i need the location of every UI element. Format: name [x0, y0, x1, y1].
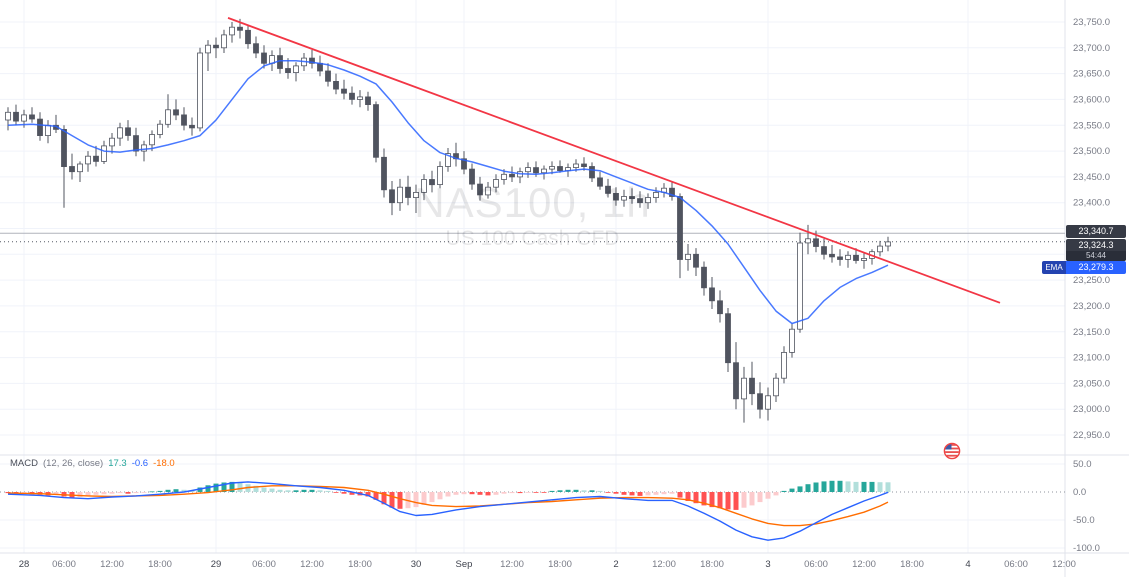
candles-layer[interactable]	[5, 18, 891, 423]
svg-text:Sep: Sep	[456, 559, 473, 570]
svg-text:28: 28	[19, 559, 30, 570]
svg-text:18:00: 18:00	[700, 559, 724, 570]
svg-text:23,500.0: 23,500.0	[1073, 146, 1110, 157]
macd-histogram	[5, 480, 891, 510]
macd-title: MACD	[10, 458, 38, 469]
macd-params: (12, 26, close)	[42, 458, 104, 469]
macd-indicator-legend[interactable]: MACD (12, 26, close) 17.3 -0.6 -18.0	[10, 458, 175, 470]
macd-line-value: -0.6	[131, 458, 149, 469]
svg-text:23,600.0: 23,600.0	[1073, 94, 1110, 105]
price-axis-labels[interactable]: 23,750.0 23,700.0 23,650.0 23,600.0 23,550.0…	[1073, 17, 1110, 441]
trendline-drawing[interactable]	[227, 17, 1001, 304]
svg-text:-100.0: -100.0	[1073, 543, 1100, 554]
svg-text:12:00: 12:00	[300, 559, 324, 570]
svg-text:3: 3	[765, 559, 770, 570]
svg-text:23,050.0: 23,050.0	[1073, 378, 1110, 389]
svg-text:-50.0: -50.0	[1073, 515, 1095, 526]
svg-text:50.0: 50.0	[1073, 459, 1092, 470]
svg-text:12:00: 12:00	[100, 559, 124, 570]
svg-text:18:00: 18:00	[348, 559, 372, 570]
macd-signal-value: -18.0	[153, 458, 175, 469]
svg-text:23,400.0: 23,400.0	[1073, 198, 1110, 209]
svg-text:12:00: 12:00	[852, 559, 876, 570]
svg-text:22,950.0: 22,950.0	[1073, 430, 1110, 441]
svg-text:29: 29	[211, 559, 222, 570]
svg-text:0.0: 0.0	[1073, 487, 1086, 498]
svg-text:23,150.0: 23,150.0	[1073, 327, 1110, 338]
svg-text:06:00: 06:00	[252, 559, 276, 570]
svg-text:23,550.0: 23,550.0	[1073, 120, 1110, 131]
svg-text:4: 4	[965, 559, 970, 570]
macd-main-line	[7, 481, 889, 541]
ema-line	[7, 59, 889, 325]
svg-text:23,750.0: 23,750.0	[1073, 17, 1110, 28]
svg-text:06:00: 06:00	[52, 559, 76, 570]
svg-text:23,100.0: 23,100.0	[1073, 353, 1110, 364]
us-flag-event-icon[interactable]	[943, 442, 961, 460]
svg-text:23,650.0: 23,650.0	[1073, 69, 1110, 80]
macd-axis-labels[interactable]: 50.0 0.0 -50.0 -100.0	[1073, 459, 1100, 554]
svg-text:30: 30	[411, 559, 422, 570]
svg-text:18:00: 18:00	[900, 559, 924, 570]
svg-text:12:00: 12:00	[1052, 559, 1076, 570]
svg-text:18:00: 18:00	[548, 559, 572, 570]
svg-text:06:00: 06:00	[804, 559, 828, 570]
svg-text:23,450.0: 23,450.0	[1073, 172, 1110, 183]
macd-histogram-value: 17.3	[108, 458, 127, 469]
svg-text:23,700.0: 23,700.0	[1073, 43, 1110, 54]
svg-text:23,200.0: 23,200.0	[1073, 301, 1110, 312]
svg-text:06:00: 06:00	[1004, 559, 1028, 570]
svg-text:12:00: 12:00	[652, 559, 676, 570]
svg-text:12:00: 12:00	[500, 559, 524, 570]
grid-layer	[0, 0, 1065, 553]
time-axis-labels[interactable]: 28 06:00 12:00 18:00 29 06:00 12:00 18:00 30 Sep 1…	[19, 559, 1076, 570]
svg-text:2: 2	[613, 559, 618, 570]
svg-text:18:00: 18:00	[148, 559, 172, 570]
svg-text:23,000.0: 23,000.0	[1073, 404, 1110, 415]
svg-text:23,250.0: 23,250.0	[1073, 275, 1110, 286]
